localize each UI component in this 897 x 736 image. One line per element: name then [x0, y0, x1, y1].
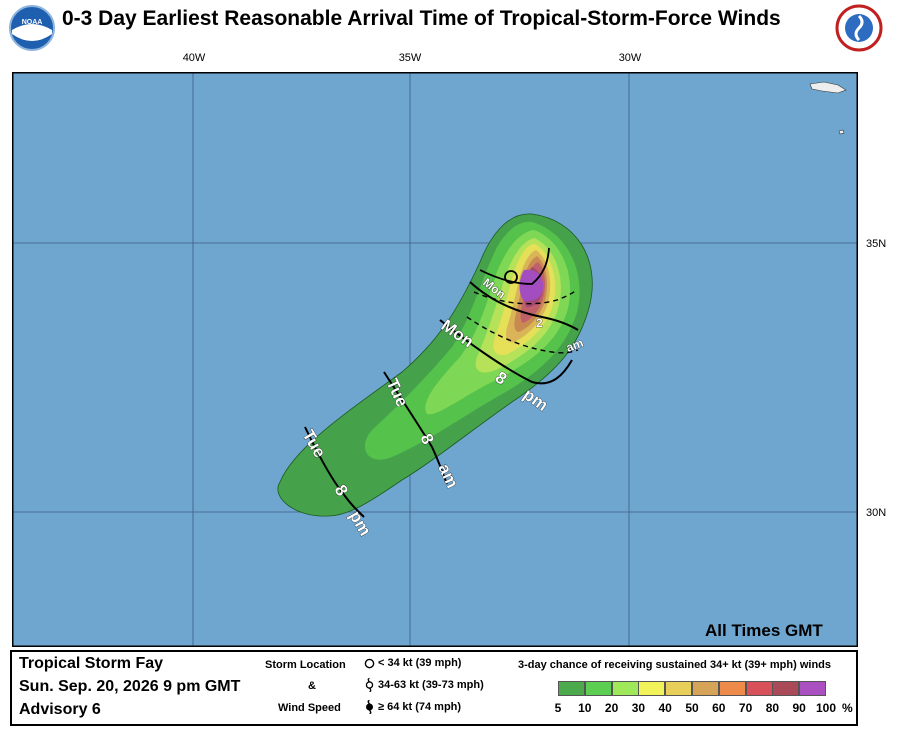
storm-key-heading: Storm Location — [265, 659, 346, 671]
tropical-storm-symbol-icon — [365, 678, 374, 692]
storm-key-row: < 34 kt (39 mph) — [364, 657, 461, 669]
storm-key-subheading: Wind Speed — [278, 702, 341, 714]
noaa-logo: NOAA — [9, 5, 55, 51]
probability-tick: 80 — [765, 701, 780, 715]
percent-unit: % — [842, 701, 853, 715]
probability-tick: 20 — [604, 701, 619, 715]
storm-key-amp: & — [308, 680, 316, 692]
probability-swatch — [772, 681, 800, 696]
probability-swatch — [638, 681, 666, 696]
nws-logo — [835, 4, 883, 52]
legend-panel: Tropical Storm Fay Sun. Sep. 20, 2026 9 … — [10, 650, 858, 726]
advisory-number: Advisory 6 — [19, 701, 101, 718]
lat-label-30n: 30N — [866, 507, 887, 519]
storm-key-row: 34-63 kt (39-73 mph) — [364, 678, 484, 692]
probability-swatch — [799, 681, 827, 696]
probability-tick: 30 — [631, 701, 646, 715]
lon-label-30w: 30W — [618, 52, 642, 64]
hurricane-symbol-icon — [366, 700, 373, 714]
graticule — [12, 72, 858, 647]
probability-swatch — [558, 681, 585, 696]
probability-swatch — [692, 681, 719, 696]
storm-key-row: ≥ 64 kt (74 mph) — [364, 700, 461, 714]
wind-probability-swath — [277, 213, 593, 517]
probability-tick: 5 — [554, 701, 562, 715]
probability-tick: 70 — [738, 701, 753, 715]
probability-legend-heading: 3-day chance of receiving sustained 34+ … — [518, 659, 831, 671]
open-circle-icon — [504, 270, 518, 284]
map: Mon 2 am Mon 8 pm Tue 8 am Tue 8 pm — [12, 72, 858, 647]
time-label: 2 — [536, 316, 543, 330]
probability-tick: 10 — [578, 701, 592, 715]
arrival-time-dashed-contours — [466, 289, 579, 354]
lat-label-35n: 35N — [866, 238, 887, 250]
probability-tick: 40 — [658, 701, 672, 715]
island — [838, 129, 845, 135]
storm-key-label: ≥ 64 kt (74 mph) — [378, 701, 462, 713]
probability-tick: 60 — [712, 701, 726, 715]
lon-label-35w: 35W — [398, 52, 422, 64]
storm-key-label: 34-63 kt (39-73 mph) — [378, 679, 484, 691]
lon-label-40w: 40W — [182, 52, 206, 64]
storm-name: Tropical Storm Fay — [19, 655, 164, 672]
map-border — [12, 72, 858, 647]
probability-tick: 90 — [792, 701, 806, 715]
probability-tick: 100 — [815, 701, 837, 715]
arrival-time-contours — [304, 247, 579, 518]
probability-swatch — [745, 681, 773, 696]
open-circle-icon — [364, 658, 375, 668]
probability-tick: 50 — [685, 701, 699, 715]
storm-location — [504, 270, 518, 284]
probability-swatch — [718, 681, 746, 696]
probability-swatch — [611, 681, 639, 696]
page-title: 0-3 Day Earliest Reasonable Arrival Time… — [62, 7, 781, 30]
svg-text:NOAA: NOAA — [22, 19, 43, 26]
probability-swatch — [584, 681, 612, 696]
storm-key-label: < 34 kt (39 mph) — [378, 657, 462, 669]
advisory-date: Sun. Sep. 20, 2026 9 pm GMT — [19, 678, 241, 695]
island — [809, 81, 847, 94]
probability-swatch — [665, 681, 693, 696]
time-label: am — [564, 336, 585, 355]
all-times-note: All Times GMT — [705, 621, 823, 640]
